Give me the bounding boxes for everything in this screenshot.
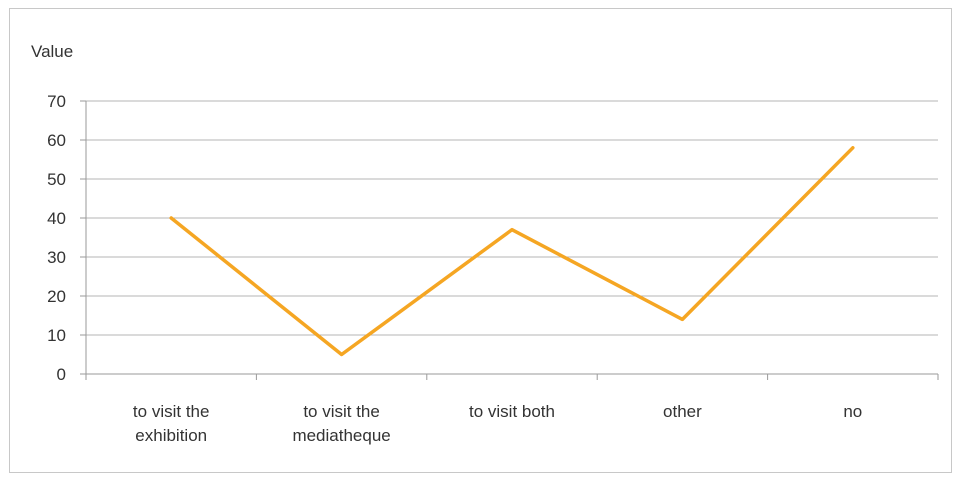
- x-tick-labels: to visit the exhibition to visit the mediat…: [133, 402, 862, 445]
- x-tick-label: to visit the mediatheque: [292, 402, 390, 445]
- y-tick-label: 20: [47, 287, 66, 306]
- data-point: [169, 216, 173, 220]
- y-axis-title: Value: [31, 42, 73, 61]
- data-point: [680, 317, 684, 321]
- y-tick-label: 60: [47, 131, 66, 150]
- grid-layer: [86, 100, 938, 336]
- x-tick-label: no: [843, 402, 862, 421]
- y-tick-label: 0: [57, 365, 66, 384]
- x-tick-label: to visit both: [469, 402, 555, 421]
- x-tick-label: to visit the exhibition: [133, 402, 210, 445]
- data-point: [340, 353, 344, 356]
- y-tick-label: 10: [47, 326, 66, 345]
- x-tick-label: other: [663, 402, 702, 421]
- y-tick-label: 70: [47, 92, 66, 111]
- y-tick-label: 40: [47, 209, 66, 228]
- data-point: [851, 146, 855, 150]
- y-tick-label: 30: [47, 248, 66, 267]
- chart-frame: [9, 8, 952, 473]
- axis-layer: [80, 100, 939, 380]
- data-point: [510, 228, 514, 232]
- series-layer: [169, 146, 855, 357]
- y-tick-labels: 0 10 20 30 40 50 60 70: [47, 92, 66, 384]
- y-tick-label: 50: [47, 170, 66, 189]
